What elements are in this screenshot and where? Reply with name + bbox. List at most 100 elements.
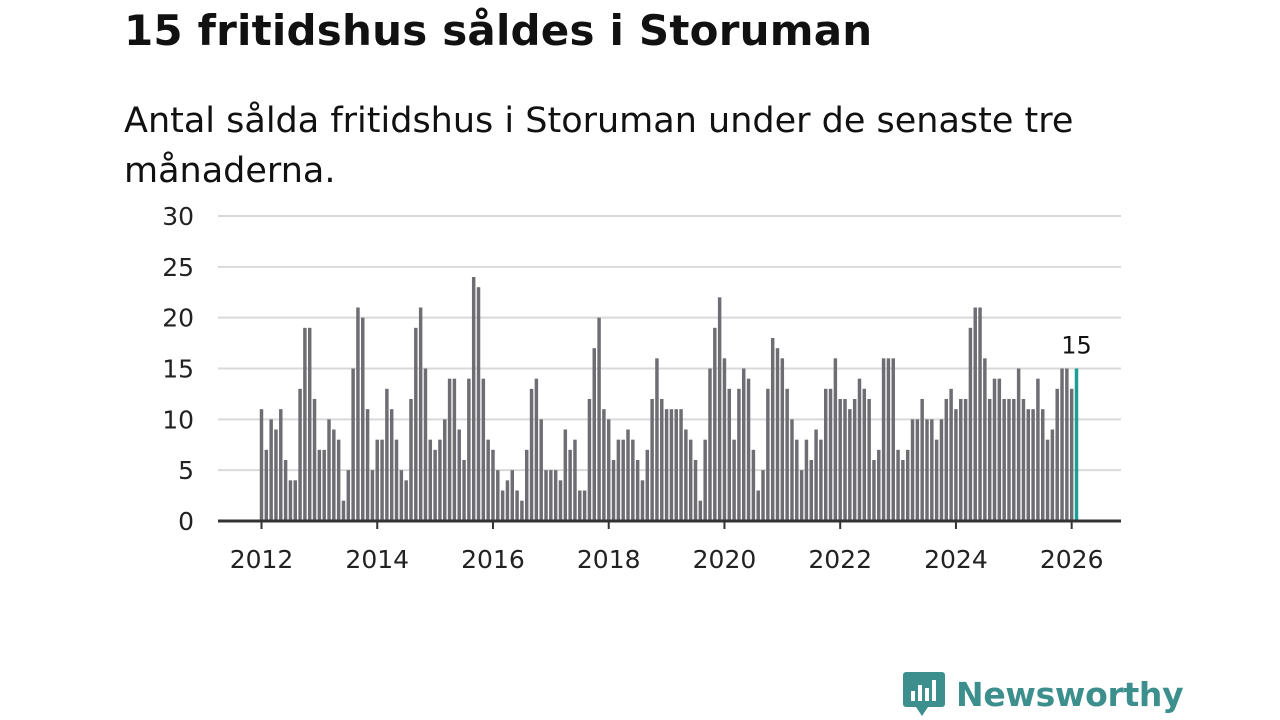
bar[interactable] xyxy=(332,429,336,522)
bar[interactable] xyxy=(409,399,413,521)
bar[interactable] xyxy=(496,470,500,521)
bar[interactable] xyxy=(375,439,379,521)
bar[interactable] xyxy=(698,500,703,521)
bar[interactable] xyxy=(317,449,322,521)
bar[interactable] xyxy=(279,409,283,521)
bar[interactable] xyxy=(558,480,563,521)
bar[interactable] xyxy=(510,470,514,521)
bar[interactable] xyxy=(877,449,881,521)
bar[interactable] xyxy=(920,399,924,521)
bar[interactable] xyxy=(269,419,273,521)
bar[interactable] xyxy=(414,327,418,521)
bar[interactable] xyxy=(954,409,958,521)
bar[interactable] xyxy=(1016,368,1021,522)
bar[interactable] xyxy=(611,460,616,521)
bar[interactable] xyxy=(515,490,519,522)
bar[interactable] xyxy=(770,338,775,521)
bar[interactable] xyxy=(1041,409,1045,521)
bar[interactable] xyxy=(775,348,780,521)
bar[interactable] xyxy=(896,449,900,521)
bar[interactable] xyxy=(814,429,818,522)
bar[interactable] xyxy=(525,449,529,521)
bar[interactable] xyxy=(365,409,370,521)
bar[interactable] xyxy=(428,439,433,521)
bar[interactable] xyxy=(645,449,650,521)
bar[interactable] xyxy=(274,429,278,522)
bar[interactable] xyxy=(616,439,621,521)
bar[interactable] xyxy=(852,399,857,521)
bar[interactable] xyxy=(500,490,505,522)
bar[interactable] xyxy=(732,439,736,521)
bar[interactable] xyxy=(563,429,568,522)
bar[interactable] xyxy=(1036,378,1040,521)
bar[interactable] xyxy=(833,358,838,521)
bar[interactable] xyxy=(491,449,495,521)
bar[interactable] xyxy=(399,470,404,521)
bar[interactable] xyxy=(766,388,770,521)
bar[interactable] xyxy=(713,327,717,521)
bar[interactable] xyxy=(925,419,929,521)
bar[interactable] xyxy=(385,388,389,521)
bar[interactable] xyxy=(544,470,548,521)
bar[interactable] xyxy=(626,429,630,522)
bar[interactable] xyxy=(799,470,804,521)
bar[interactable] xyxy=(394,439,399,521)
bar[interactable] xyxy=(660,399,664,521)
bar[interactable] xyxy=(761,470,765,521)
bar[interactable] xyxy=(457,429,461,522)
bar[interactable] xyxy=(780,358,785,521)
bar[interactable] xyxy=(351,368,355,522)
bar[interactable] xyxy=(708,368,712,522)
bar[interactable] xyxy=(327,419,331,521)
bar[interactable] xyxy=(886,358,891,521)
bar[interactable] xyxy=(679,409,683,521)
bar[interactable] xyxy=(587,399,592,521)
bar[interactable] xyxy=(505,480,510,521)
bar[interactable] xyxy=(336,439,341,521)
bar[interactable] xyxy=(1007,399,1011,521)
bar[interactable] xyxy=(1050,429,1055,522)
bar[interactable] xyxy=(987,399,992,521)
bar[interactable] xyxy=(939,419,944,521)
bar[interactable] xyxy=(346,470,351,521)
bar[interactable] xyxy=(341,500,346,521)
bar[interactable] xyxy=(635,460,640,521)
bar[interactable] xyxy=(848,409,852,521)
bar[interactable] xyxy=(553,470,558,521)
bar[interactable] xyxy=(380,439,384,521)
bar[interactable] xyxy=(983,358,987,521)
bar[interactable] xyxy=(476,287,481,521)
bar[interactable] xyxy=(602,409,606,521)
bar[interactable] xyxy=(819,439,823,521)
bar[interactable] xyxy=(684,429,688,522)
bar[interactable] xyxy=(930,419,934,521)
bar[interactable] xyxy=(322,449,326,521)
bar[interactable] xyxy=(621,439,625,521)
bar[interactable] xyxy=(283,460,288,521)
bar[interactable] xyxy=(1055,388,1059,521)
bar[interactable] xyxy=(1026,409,1031,521)
bar[interactable] xyxy=(481,378,486,521)
bar[interactable] xyxy=(669,409,674,521)
bar[interactable] xyxy=(857,378,862,521)
bar[interactable] xyxy=(756,490,760,522)
bar[interactable] xyxy=(664,409,669,521)
bar[interactable] xyxy=(520,500,524,521)
bar[interactable] xyxy=(746,378,751,521)
bar-latest[interactable] xyxy=(1074,368,1079,522)
bar[interactable] xyxy=(992,378,997,521)
bar[interactable] xyxy=(949,388,953,521)
bar[interactable] xyxy=(568,449,572,521)
bar[interactable] xyxy=(356,307,360,522)
bar[interactable] xyxy=(264,449,269,521)
bar[interactable] xyxy=(529,388,534,521)
bar[interactable] xyxy=(959,399,963,521)
bar[interactable] xyxy=(934,439,939,521)
bar[interactable] xyxy=(443,419,447,521)
bar[interactable] xyxy=(1069,388,1074,521)
bar[interactable] xyxy=(573,439,577,521)
bar[interactable] xyxy=(862,388,867,521)
bar[interactable] xyxy=(997,378,1002,521)
bar[interactable] xyxy=(640,480,645,521)
bar[interactable] xyxy=(727,388,732,521)
